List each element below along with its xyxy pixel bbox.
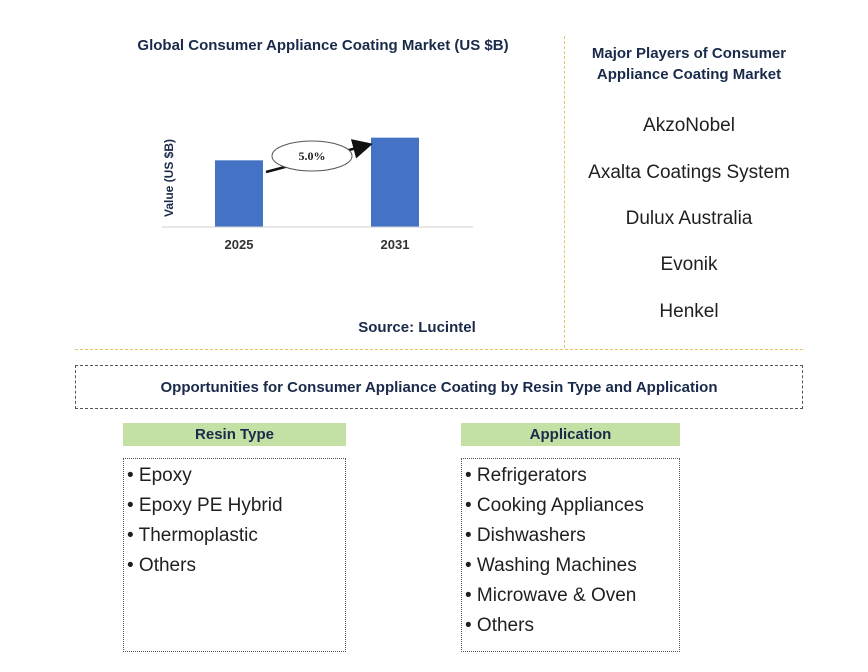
bar-chart: Value (US $B) 2025 2031 5.0%	[162, 137, 473, 252]
opportunities-title: Opportunities for Consumer Appliance Coa…	[160, 378, 718, 396]
list-item: • Microwave & Oven	[465, 585, 637, 606]
chart-title: Global Consumer Appliance Coating Market…	[137, 37, 509, 54]
players-title: Major Players of Consumer Appliance Coat…	[572, 43, 806, 85]
list-item: • Washing Machines	[465, 555, 637, 576]
list-item: • Refrigerators	[465, 465, 587, 486]
player-item: AkzoNobel	[643, 115, 735, 136]
list-item: • Cooking Appliances	[465, 495, 644, 516]
player-item: Henkel	[659, 301, 719, 322]
bar-2025	[215, 160, 263, 227]
source-note: Source: Lucintel	[358, 319, 476, 336]
list-item: • Dishwashers	[465, 525, 586, 546]
player-item: Axalta Coatings System	[588, 162, 790, 183]
player-item: Evonik	[660, 254, 718, 275]
list-item: • Others	[127, 555, 196, 576]
players-title-line1: Major Players of Consumer	[591, 45, 787, 62]
y-axis-label: Value (US $B)	[162, 139, 176, 217]
list-item: • Thermoplastic	[127, 525, 258, 546]
bar-2031	[371, 137, 419, 227]
segment-list-resin: • Epoxy • Epoxy PE Hybrid • Thermoplasti…	[123, 458, 346, 652]
players-title-line2: Appliance Coating Market	[596, 66, 782, 83]
list-item: • Epoxy	[127, 465, 192, 486]
player-item: Dulux Australia	[625, 208, 753, 229]
segment-header-application: Application	[461, 423, 680, 446]
opportunities-banner: Opportunities for Consumer Appliance Coa…	[75, 365, 803, 409]
horizontal-divider	[75, 349, 803, 350]
segment-list-application: • Refrigerators • Cooking Appliances • D…	[461, 458, 680, 652]
vertical-divider	[564, 36, 565, 348]
x-tick-label: 2031	[381, 237, 410, 252]
growth-rate-label: 5.0%	[299, 149, 326, 163]
segment-header-resin: Resin Type	[123, 423, 346, 446]
growth-ellipse	[271, 140, 353, 172]
list-item: • Epoxy PE Hybrid	[127, 495, 283, 516]
x-tick-label: 2025	[225, 237, 254, 252]
list-item: • Others	[465, 615, 534, 636]
